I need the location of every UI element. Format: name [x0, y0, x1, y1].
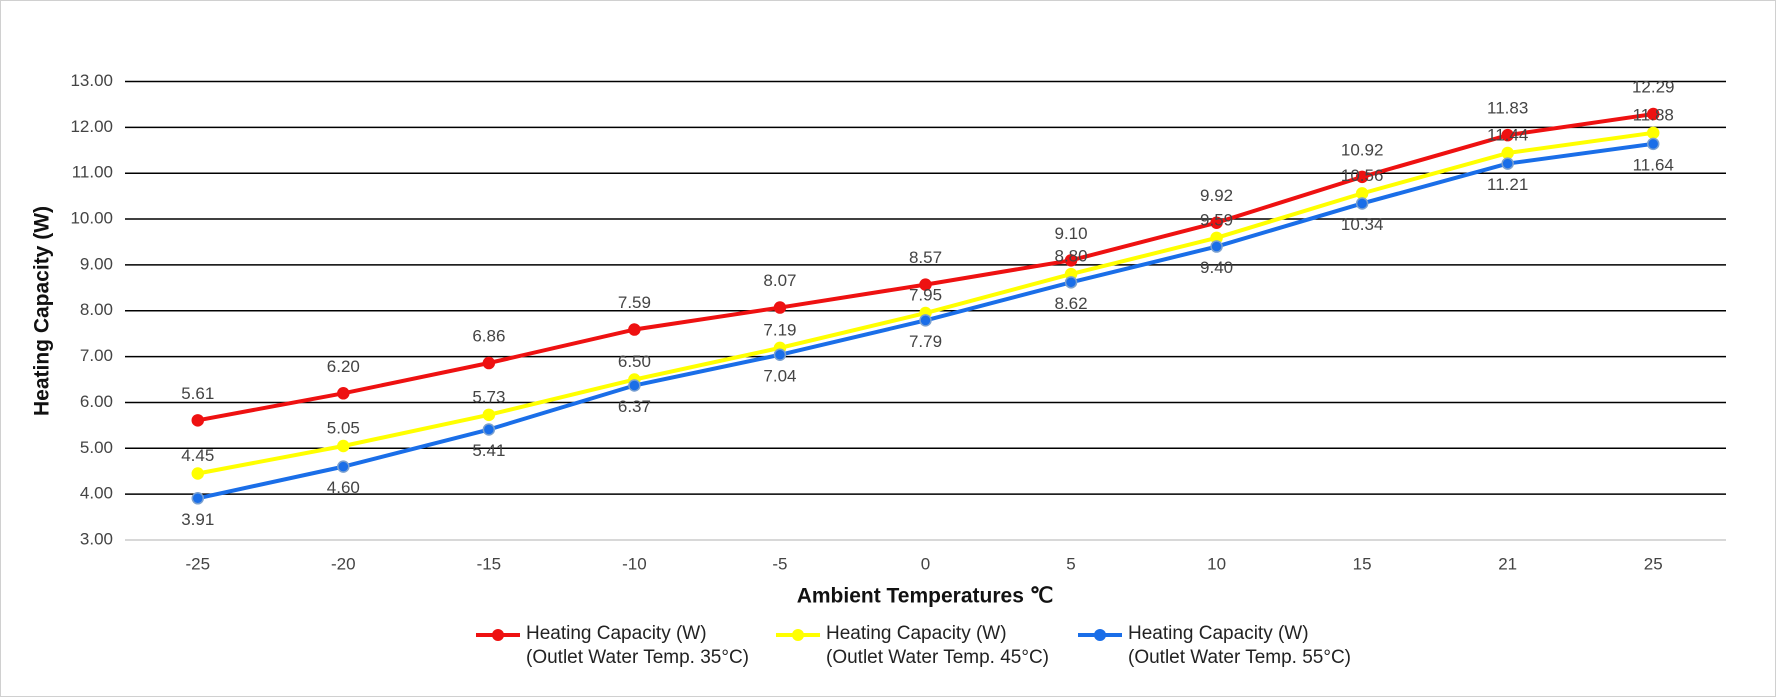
legend-marker [792, 629, 804, 641]
data-point [1210, 240, 1223, 253]
data-point [482, 408, 496, 422]
data-label: 5.05 [327, 418, 360, 437]
y-tick-label: 11.00 [72, 163, 113, 182]
data-label: 5.73 [472, 387, 505, 406]
y-tick-label: 6.00 [80, 392, 113, 411]
y-tick-label: 10.00 [70, 209, 113, 228]
data-label: 8.80 [1054, 247, 1087, 266]
x-tick-label: 21 [1498, 554, 1517, 573]
data-point [919, 278, 932, 291]
data-point [1646, 126, 1660, 140]
data-label: 6.37 [618, 397, 651, 416]
data-label: 11.88 [1633, 105, 1674, 124]
data-label: 11.64 [1633, 155, 1674, 174]
y-tick-label: 9.00 [80, 254, 113, 273]
legend-marker [492, 629, 504, 641]
data-point [1501, 128, 1514, 142]
data-point [1355, 197, 1369, 210]
data-label: 4.45 [181, 446, 214, 465]
data-label: 10.56 [1341, 166, 1384, 185]
data-label: 5.61 [181, 384, 214, 403]
data-point [773, 301, 787, 314]
data-label: 7.79 [909, 332, 942, 351]
x-tick-label: 0 [921, 554, 930, 573]
x-tick-label: 15 [1353, 554, 1372, 573]
data-label: 6.50 [618, 352, 651, 371]
legend-label: Heating Capacity (W) (Outlet Water Temp.… [1128, 623, 1351, 668]
series-line [197, 112, 1654, 423]
legend-label: Heating Capacity (W) (Outlet Water Temp.… [526, 623, 749, 668]
legend-item: Heating Capacity (W) (Outlet Water Temp.… [776, 622, 1049, 670]
data-label: 9.40 [1200, 258, 1233, 277]
data-point [628, 379, 641, 392]
data-point [337, 387, 350, 400]
data-point [919, 314, 932, 327]
legend-marker [1094, 629, 1106, 641]
y-tick-label: 12.00 [70, 117, 113, 136]
data-label: 7.59 [618, 293, 651, 312]
data-label: 7.04 [763, 366, 796, 385]
legend-item: Heating Capacity (W) (Outlet Water Temp.… [1078, 622, 1351, 670]
data-label: 12.29 [1632, 78, 1675, 97]
data-point [1501, 146, 1514, 160]
data-point [1355, 170, 1369, 184]
data-label: 9.59 [1200, 210, 1233, 229]
data-label: 9.10 [1054, 224, 1087, 243]
x-tick-label: 5 [1066, 554, 1075, 573]
x-tick-label: 10 [1207, 554, 1226, 573]
data-point [1646, 107, 1660, 121]
data-point [1064, 254, 1078, 267]
data-label: 6.86 [472, 327, 505, 346]
y-tick-label: 7.00 [80, 346, 113, 365]
x-tick-label: -5 [772, 554, 787, 573]
data-label: 5.41 [472, 441, 505, 460]
data-label: 7.19 [763, 320, 796, 339]
data-point [191, 467, 205, 480]
data-label: 3.91 [181, 510, 214, 529]
data-point [1501, 157, 1514, 170]
data-point [337, 460, 350, 473]
legend-item: Heating Capacity (W) (Outlet Water Temp.… [476, 622, 749, 670]
x-axis-label: Ambient Temperatures ℃ [797, 585, 1054, 608]
data-label: 7.95 [909, 286, 942, 305]
y-tick-label: 4.00 [80, 484, 113, 503]
data-label: 10.34 [1341, 215, 1384, 234]
data-point [191, 414, 205, 427]
data-point [773, 348, 787, 362]
y-tick-label: 8.00 [80, 300, 113, 319]
data-label: 6.20 [327, 357, 360, 376]
data-label: 8.62 [1054, 294, 1087, 313]
y-tick-label: 13.00 [70, 71, 113, 90]
data-label: 8.57 [909, 248, 942, 267]
data-label: 11.83 [1487, 99, 1528, 118]
data-label: 11.21 [1487, 175, 1528, 194]
data-point [628, 323, 641, 336]
legend-label: Heating Capacity (W) (Outlet Water Temp.… [826, 623, 1049, 668]
x-tick-label: -15 [477, 554, 502, 573]
x-tick-label: -25 [185, 554, 210, 573]
data-label: 11.44 [1487, 126, 1528, 145]
y-axis-label: Heating Capacity (W) [31, 206, 54, 416]
data-label: 9.92 [1200, 186, 1233, 205]
data-point [1210, 216, 1223, 229]
y-tick-label: 5.00 [80, 438, 113, 457]
data-label: 10.92 [1341, 140, 1384, 159]
data-point [337, 439, 350, 453]
data-point [1646, 137, 1660, 151]
y-tick-label: 3.00 [80, 529, 113, 548]
data-point [482, 356, 496, 370]
data-point [191, 492, 205, 505]
x-tick-label: -20 [331, 554, 356, 573]
data-point [482, 423, 496, 436]
x-tick-label: 25 [1644, 554, 1663, 573]
data-label: 8.07 [763, 271, 796, 290]
data-label: 4.60 [327, 478, 360, 497]
data-point [1064, 276, 1078, 289]
x-tick-label: -10 [622, 554, 647, 573]
